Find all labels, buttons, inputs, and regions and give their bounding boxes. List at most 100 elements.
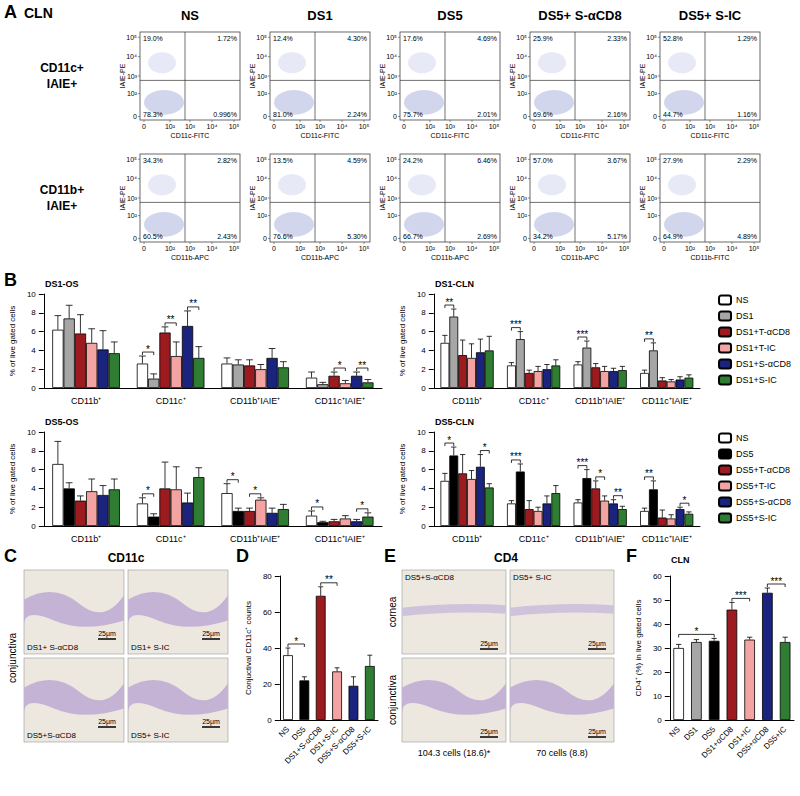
svg-text:***: *** bbox=[510, 451, 522, 462]
svg-text:CD11c⁺IAIE⁺: CD11c⁺IAIE⁺ bbox=[315, 534, 365, 544]
svg-text:0: 0 bbox=[421, 522, 426, 531]
svg-text:10⁴: 10⁴ bbox=[727, 123, 738, 130]
svg-text:60.5%: 60.5% bbox=[143, 233, 163, 240]
svg-text:DS5+S-αCD8: DS5+S-αCD8 bbox=[27, 731, 76, 740]
svg-text:1.29%: 1.29% bbox=[737, 35, 757, 42]
svg-text:CD11b-APC: CD11b-APC bbox=[561, 254, 599, 261]
svg-text:25μm: 25μm bbox=[588, 640, 606, 648]
svg-text:10²: 10² bbox=[555, 245, 566, 252]
svg-text:17.6%: 17.6% bbox=[403, 35, 423, 42]
svg-text:2: 2 bbox=[31, 503, 36, 512]
svg-text:**: ** bbox=[358, 360, 366, 371]
svg-text:*: * bbox=[231, 471, 235, 482]
svg-text:DS1: DS1 bbox=[307, 8, 332, 23]
svg-text:8: 8 bbox=[31, 308, 36, 317]
svg-text:*: * bbox=[315, 498, 319, 509]
svg-text:10³: 10³ bbox=[185, 123, 196, 130]
svg-text:CD11c-FITC: CD11c-FITC bbox=[561, 132, 600, 139]
svg-text:10²: 10² bbox=[165, 123, 176, 130]
svg-text:0: 0 bbox=[532, 123, 536, 130]
svg-text:69.6%: 69.6% bbox=[533, 111, 553, 118]
svg-text:10³: 10³ bbox=[517, 73, 528, 80]
svg-text:10⁴: 10⁴ bbox=[467, 123, 478, 130]
svg-text:10⁴: 10⁴ bbox=[386, 53, 397, 60]
svg-text:CD11b⁺IAIE⁺: CD11b⁺IAIE⁺ bbox=[575, 396, 625, 406]
svg-text:10⁵: 10⁵ bbox=[386, 34, 397, 41]
svg-text:10⁵: 10⁵ bbox=[749, 245, 760, 252]
svg-text:76.6%: 76.6% bbox=[273, 233, 293, 240]
svg-text:DS5+T-IC: DS5+T-IC bbox=[736, 481, 776, 491]
svg-text:Conjuctival CD11c⁺ counts: Conjuctival CD11c⁺ counts bbox=[244, 601, 253, 695]
svg-text:IAIE-PE: IAIE-PE bbox=[509, 185, 516, 210]
svg-text:10²: 10² bbox=[647, 90, 658, 97]
svg-text:CD11c: CD11c bbox=[108, 551, 145, 565]
svg-text:0: 0 bbox=[662, 123, 666, 130]
svg-text:10³: 10³ bbox=[445, 245, 456, 252]
svg-text:0: 0 bbox=[523, 235, 527, 242]
svg-text:10³: 10³ bbox=[705, 123, 716, 130]
svg-text:6: 6 bbox=[31, 327, 36, 336]
svg-text:NS: NS bbox=[736, 433, 749, 443]
svg-text:6: 6 bbox=[421, 327, 426, 336]
svg-text:10⁴: 10⁴ bbox=[126, 175, 137, 182]
svg-text:20: 20 bbox=[263, 680, 272, 689]
svg-text:80: 80 bbox=[263, 572, 272, 581]
svg-text:25μm: 25μm bbox=[588, 728, 606, 736]
svg-text:10⁴: 10⁴ bbox=[337, 123, 348, 130]
svg-text:10³: 10³ bbox=[575, 123, 586, 130]
svg-text:CD11b⁺: CD11b⁺ bbox=[452, 396, 482, 406]
svg-text:27.9%: 27.9% bbox=[663, 157, 683, 164]
svg-text:10³: 10³ bbox=[705, 245, 716, 252]
svg-text:25μm: 25μm bbox=[98, 630, 116, 638]
svg-text:DS1+S-IC: DS1+S-IC bbox=[736, 375, 777, 385]
svg-text:CD11b-APC: CD11b-APC bbox=[301, 254, 339, 261]
svg-text:*: * bbox=[146, 485, 150, 496]
svg-text:13.5%: 13.5% bbox=[273, 157, 293, 164]
svg-text:10⁴: 10⁴ bbox=[337, 245, 348, 252]
svg-text:10⁵: 10⁵ bbox=[619, 245, 630, 252]
svg-text:10²: 10² bbox=[685, 123, 696, 130]
svg-text:50: 50 bbox=[653, 596, 662, 605]
svg-text:0: 0 bbox=[532, 245, 536, 252]
svg-text:10⁵: 10⁵ bbox=[386, 156, 397, 163]
svg-text:CD11c-FITC: CD11c-FITC bbox=[171, 132, 210, 139]
svg-text:78.3%: 78.3% bbox=[143, 111, 163, 118]
svg-text:10⁴: 10⁴ bbox=[256, 53, 267, 60]
svg-text:10⁵: 10⁵ bbox=[646, 156, 657, 163]
svg-text:*: * bbox=[447, 435, 451, 446]
svg-text:0: 0 bbox=[657, 716, 662, 725]
svg-text:DS5+IC: DS5+IC bbox=[762, 725, 788, 751]
svg-text:10³: 10³ bbox=[315, 245, 326, 252]
svg-text:75.7%: 75.7% bbox=[403, 111, 423, 118]
svg-text:10²: 10² bbox=[387, 90, 398, 97]
svg-text:CD11c-FITC: CD11c-FITC bbox=[691, 132, 730, 139]
svg-text:CD11b-FITC: CD11b-FITC bbox=[690, 254, 729, 261]
svg-text:10⁵: 10⁵ bbox=[749, 123, 760, 130]
svg-text:10²: 10² bbox=[257, 90, 268, 97]
svg-text:2.69%: 2.69% bbox=[477, 233, 497, 240]
svg-text:**: ** bbox=[325, 574, 333, 585]
svg-text:DS1+ S-αCD8: DS1+ S-αCD8 bbox=[27, 643, 79, 652]
svg-text:4.59%: 4.59% bbox=[347, 157, 367, 164]
svg-text:10⁵: 10⁵ bbox=[489, 245, 500, 252]
svg-text:10⁵: 10⁵ bbox=[256, 156, 267, 163]
svg-text:CD11c⁺: CD11c⁺ bbox=[156, 534, 186, 544]
svg-text:10³: 10³ bbox=[445, 123, 456, 130]
svg-text:2.43%: 2.43% bbox=[217, 233, 237, 240]
svg-text:10²: 10² bbox=[647, 212, 658, 219]
svg-text:34.2%: 34.2% bbox=[533, 233, 553, 240]
svg-text:20: 20 bbox=[653, 668, 662, 677]
svg-text:10⁵: 10⁵ bbox=[126, 34, 137, 41]
svg-text:10³: 10³ bbox=[257, 195, 268, 202]
svg-text:DS1+S-αCD8: DS1+S-αCD8 bbox=[736, 359, 791, 369]
svg-text:40: 40 bbox=[263, 644, 272, 653]
svg-text:DS1: DS1 bbox=[682, 724, 700, 742]
svg-text:0: 0 bbox=[133, 235, 137, 242]
svg-text:10⁵: 10⁵ bbox=[359, 245, 370, 252]
svg-text:10⁴: 10⁴ bbox=[727, 245, 738, 252]
svg-text:CD11b+: CD11b+ bbox=[40, 183, 84, 197]
svg-text:E: E bbox=[384, 546, 396, 566]
svg-text:10⁴: 10⁴ bbox=[597, 245, 608, 252]
svg-text:**: ** bbox=[645, 468, 653, 479]
svg-text:0: 0 bbox=[653, 235, 657, 242]
